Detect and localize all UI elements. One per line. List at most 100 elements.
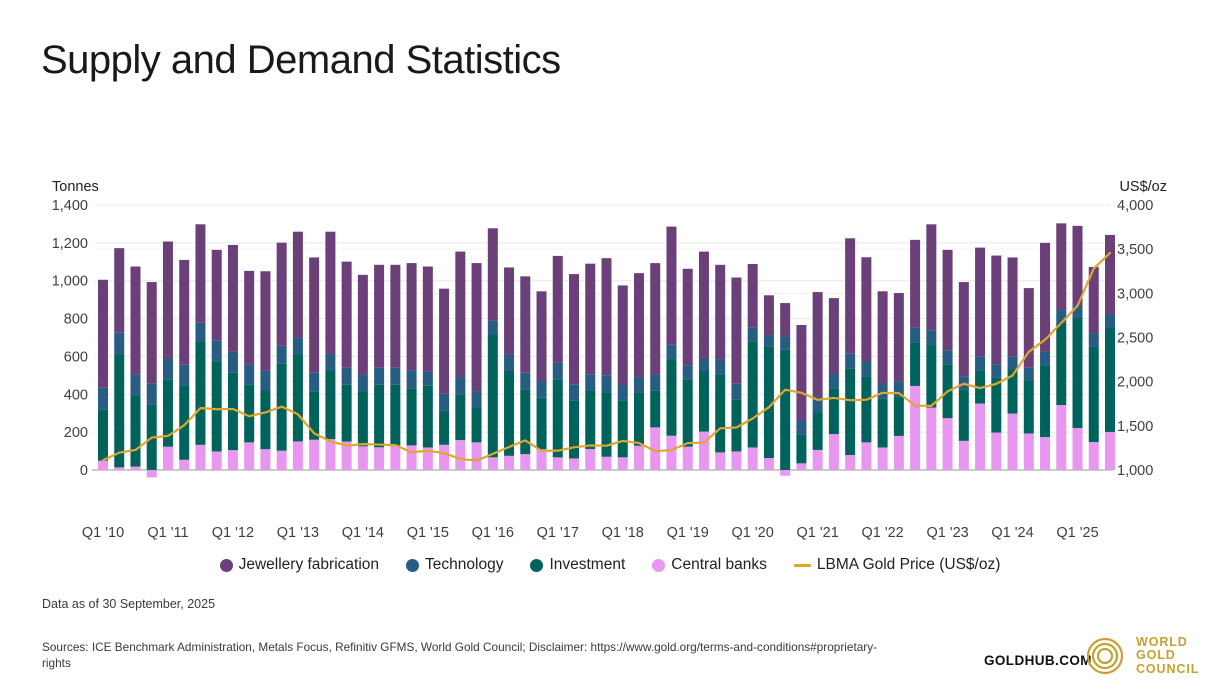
bar-segment-central-banks[interactable]	[682, 446, 693, 470]
bar-segment-investment[interactable]	[698, 371, 709, 432]
bar-segment-technology[interactable]	[731, 383, 742, 400]
bar-segment-central-banks[interactable]	[877, 447, 888, 470]
bar-segment-jewellery-fabrication[interactable]	[552, 255, 563, 363]
bar-segment-jewellery-fabrication[interactable]	[406, 263, 417, 371]
bar-segment-technology[interactable]	[569, 384, 580, 401]
bar-segment-investment[interactable]	[731, 399, 742, 452]
legend-item-jewellery-fabrication[interactable]: Jewellery fabrication	[219, 556, 379, 574]
bar-segment-technology[interactable]	[195, 322, 206, 342]
bar-segment-technology[interactable]	[763, 335, 774, 347]
bar-segment-technology[interactable]	[796, 420, 807, 435]
bar-segment-investment[interactable]	[374, 384, 385, 448]
bar-segment-investment[interactable]	[536, 397, 547, 450]
bar-segment-central-banks[interactable]	[227, 450, 238, 470]
bar-segment-technology[interactable]	[146, 383, 157, 405]
bar-segment-technology[interactable]	[211, 340, 222, 362]
bar-segment-jewellery-fabrication[interactable]	[130, 266, 141, 375]
bar-segment-technology[interactable]	[617, 385, 628, 401]
bar-segment-central-banks[interactable]	[1040, 437, 1051, 470]
bar-segment-central-banks[interactable]	[1007, 413, 1018, 470]
bar-segment-central-banks[interactable]	[244, 442, 255, 470]
bar-segment-jewellery-fabrication[interactable]	[698, 251, 709, 359]
bar-segment-central-banks[interactable]	[487, 457, 498, 470]
bar-segment-jewellery-fabrication[interactable]	[780, 303, 791, 337]
bar-segment-investment[interactable]	[715, 374, 726, 453]
bar-segment-investment[interactable]	[211, 361, 222, 452]
bar-segment-investment[interactable]	[244, 384, 255, 443]
bar-segment-jewellery-fabrication[interactable]	[244, 270, 255, 365]
bar-segment-investment[interactable]	[98, 409, 108, 461]
bar-segment-central-banks[interactable]	[406, 445, 417, 470]
bar-segment-investment[interactable]	[845, 368, 856, 456]
bar-segment-technology[interactable]	[975, 356, 986, 371]
bar-segment-jewellery-fabrication[interactable]	[536, 291, 547, 382]
bar-segment-technology[interactable]	[244, 364, 255, 385]
bar-segment-central-banks[interactable]	[325, 439, 336, 470]
bar-segment-technology[interactable]	[893, 381, 904, 397]
bar-segment-jewellery-fabrication[interactable]	[487, 228, 498, 321]
bar-segment-technology[interactable]	[114, 332, 125, 355]
bar-segment-technology[interactable]	[504, 354, 515, 372]
bar-segment-technology[interactable]	[601, 375, 612, 393]
bar-segment-central-banks[interactable]	[926, 407, 937, 470]
bar-segment-central-banks[interactable]	[845, 455, 856, 470]
legend-item-technology[interactable]: Technology	[406, 556, 503, 574]
bar-segment-investment[interactable]	[1007, 369, 1018, 414]
bar-segment-jewellery-fabrication[interactable]	[601, 258, 612, 376]
bar-segment-central-banks[interactable]	[828, 434, 839, 470]
bar-segment-central-banks[interactable]	[763, 458, 774, 470]
bar-segment-investment[interactable]	[926, 345, 937, 408]
bar-segment-investment[interactable]	[650, 390, 661, 428]
bar-segment-jewellery-fabrication[interactable]	[1040, 242, 1051, 352]
bar-segment-central-banks[interactable]	[341, 441, 352, 470]
bar-segment-jewellery-fabrication[interactable]	[276, 242, 287, 346]
bar-segment-central-banks[interactable]	[292, 441, 303, 470]
bar-segment-technology[interactable]	[747, 327, 758, 342]
bar-segment-investment[interactable]	[162, 379, 173, 447]
bar-segment-central-banks[interactable]	[1023, 433, 1034, 470]
bar-segment-central-banks[interactable]	[309, 439, 320, 470]
bar-segment-central-banks[interactable]	[422, 447, 433, 470]
bar-segment-jewellery-fabrication[interactable]	[422, 266, 433, 372]
bar-segment-investment[interactable]	[958, 389, 969, 441]
bar-segment-jewellery-fabrication[interactable]	[666, 226, 677, 345]
bar-segment-technology[interactable]	[439, 393, 450, 411]
bar-segment-central-banks[interactable]	[796, 463, 807, 470]
bar-segment-jewellery-fabrication[interactable]	[633, 273, 644, 378]
bar-segment-jewellery-fabrication[interactable]	[260, 271, 271, 371]
bar-segment-jewellery-fabrication[interactable]	[617, 285, 628, 386]
bar-segment-technology[interactable]	[406, 370, 417, 389]
bar-segment-jewellery-fabrication[interactable]	[471, 263, 482, 392]
bar-segment-jewellery-fabrication[interactable]	[1023, 288, 1034, 368]
bar-segment-central-banks[interactable]	[666, 435, 677, 470]
bar-segment-investment[interactable]	[309, 391, 320, 440]
bar-segment-technology[interactable]	[845, 353, 856, 369]
bar-segment-investment[interactable]	[341, 384, 352, 442]
bar-segment-jewellery-fabrication[interactable]	[926, 224, 937, 331]
bar-segment-technology[interactable]	[276, 345, 287, 364]
bar-segment-technology[interactable]	[926, 330, 937, 346]
bar-segment-jewellery-fabrication[interactable]	[374, 264, 385, 368]
bar-segment-jewellery-fabrication[interactable]	[650, 263, 661, 375]
bar-segment-investment[interactable]	[357, 391, 368, 447]
bar-segment-technology[interactable]	[471, 391, 482, 408]
bar-segment-investment[interactable]	[325, 371, 336, 440]
bar-segment-investment[interactable]	[260, 390, 271, 450]
bar-segment-technology[interactable]	[520, 372, 531, 390]
bar-segment-central-banks[interactable]	[520, 454, 531, 470]
bar-segment-technology[interactable]	[260, 370, 271, 391]
bar-segment-technology[interactable]	[357, 374, 368, 392]
bar-segment-central-banks[interactable]	[114, 467, 125, 470]
bar-segment-investment[interactable]	[1056, 322, 1067, 406]
bar-segment-jewellery-fabrication[interactable]	[504, 267, 515, 355]
bar-segment-investment[interactable]	[1023, 381, 1034, 434]
bar-segment-jewellery-fabrication[interactable]	[958, 282, 969, 377]
bar-segment-investment[interactable]	[471, 407, 482, 443]
bar-segment-jewellery-fabrication[interactable]	[975, 247, 986, 357]
bar-segment-central-banks[interactable]	[780, 470, 791, 476]
bar-segment-technology[interactable]	[130, 374, 141, 396]
bar-segment-central-banks[interactable]	[260, 449, 271, 470]
bar-segment-jewellery-fabrication[interactable]	[731, 277, 742, 384]
bar-segment-jewellery-fabrication[interactable]	[439, 288, 450, 394]
bar-segment-jewellery-fabrication[interactable]	[812, 292, 823, 397]
